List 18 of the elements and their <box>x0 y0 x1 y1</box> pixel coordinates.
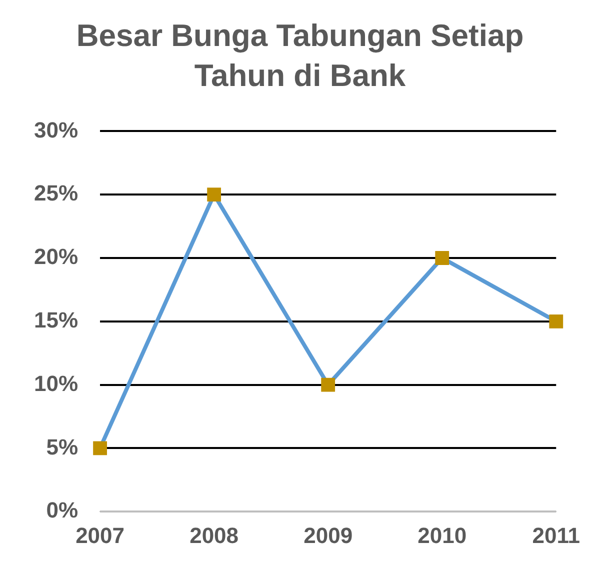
point <box>435 251 450 265</box>
x-tick-label: 2011 <box>532 522 580 548</box>
y-tick-label: 25% <box>34 180 78 206</box>
chart-title: Besar Bunga Tabungan Setiap Tahun di Bank <box>75 17 525 95</box>
point <box>207 188 222 202</box>
x-tick-label: 2009 <box>304 522 353 548</box>
x-tick-label: 2010 <box>418 522 467 548</box>
y-tick-label: 10% <box>34 370 78 396</box>
y-tick-label: 5% <box>46 434 78 460</box>
point <box>321 378 336 392</box>
point <box>93 441 107 456</box>
x-tick-label: 2008 <box>190 522 239 548</box>
y-tick-label: 30% <box>34 117 78 142</box>
x-tick-label: 2007 <box>76 522 125 548</box>
point <box>549 314 564 328</box>
y-tick-label: 15% <box>34 307 78 332</box>
y-tick-label: 0% <box>46 498 78 523</box>
y-tick-label: 20% <box>34 244 78 270</box>
